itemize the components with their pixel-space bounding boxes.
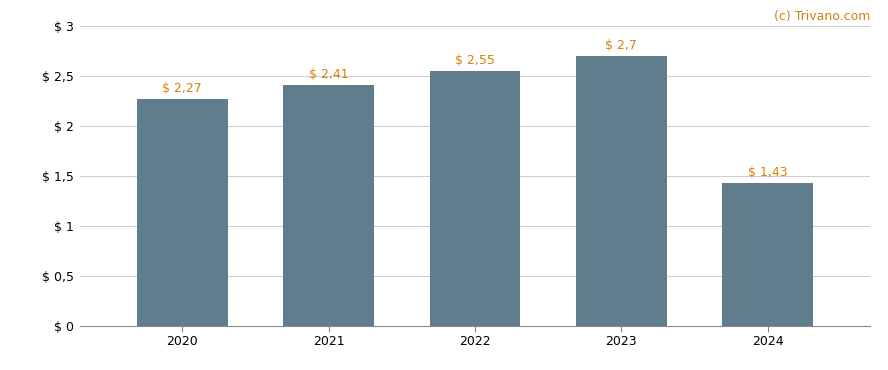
Text: $ 2,7: $ 2,7 bbox=[606, 39, 638, 53]
Bar bbox=[723, 183, 813, 326]
Bar bbox=[576, 56, 667, 326]
Bar bbox=[137, 99, 227, 326]
Bar bbox=[283, 85, 374, 326]
Text: (c) Trivano.com: (c) Trivano.com bbox=[773, 10, 870, 23]
Text: $ 2,27: $ 2,27 bbox=[163, 83, 202, 95]
Bar bbox=[430, 71, 520, 326]
Text: $ 2,55: $ 2,55 bbox=[456, 54, 495, 67]
Text: $ 1,43: $ 1,43 bbox=[748, 166, 788, 179]
Text: $ 2,41: $ 2,41 bbox=[309, 68, 348, 81]
